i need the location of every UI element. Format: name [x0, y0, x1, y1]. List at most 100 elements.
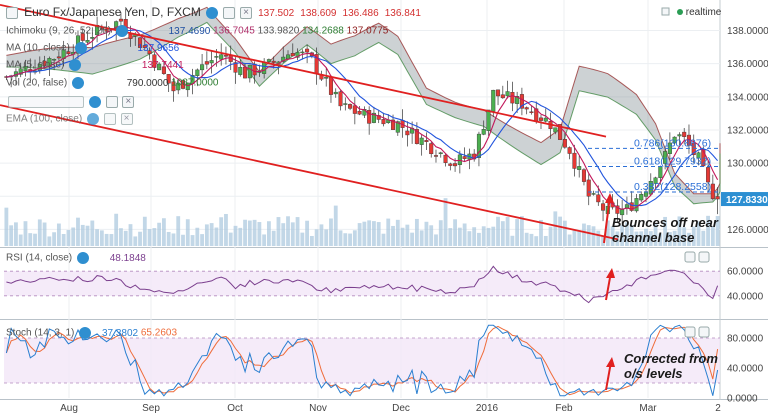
close-icon[interactable]: ×: [120, 113, 133, 125]
close-icon[interactable]: ×: [240, 7, 253, 20]
candle-up: [653, 177, 658, 184]
volume-bar: [138, 231, 142, 246]
candle-up: [281, 56, 286, 62]
bounce-arrow-shaft: [603, 195, 611, 244]
vol-legend[interactable]: Vol (20, false) 790.0000 1087.0000: [6, 77, 219, 89]
candle-up: [648, 181, 653, 195]
volume-bar: [610, 226, 615, 246]
volume-bar: [185, 219, 190, 246]
volume-bar: [472, 227, 477, 246]
candle-down: [710, 183, 715, 199]
eye-icon[interactable]: [88, 96, 101, 108]
time-axis-label: 2: [715, 403, 721, 414]
settings-icon[interactable]: [222, 7, 235, 20]
price-axis-label: 126.0000: [727, 225, 768, 236]
candle-down: [381, 119, 386, 125]
volume-bar: [663, 216, 668, 246]
ema-legend[interactable]: EMA (100, close) ×: [6, 113, 133, 125]
volume-bar: [510, 235, 515, 246]
eye-icon[interactable]: [74, 42, 87, 54]
settings-icon[interactable]: [103, 113, 116, 125]
volume-bar: [95, 229, 99, 246]
candle-up: [195, 69, 200, 76]
candle-down: [567, 147, 572, 154]
rsi-label: RSI (14, close): [6, 252, 73, 264]
candle-up: [157, 63, 162, 71]
volume-bar: [457, 227, 462, 246]
volume-bar: [562, 220, 567, 246]
stoch-k-value: 37.3802: [101, 327, 139, 339]
volume-bar: [381, 233, 386, 246]
time-axis-label: 2016: [476, 403, 499, 414]
candle-down: [715, 196, 720, 200]
volume-bar: [410, 232, 415, 246]
rsi-line: [6, 265, 719, 304]
fib-level-label: 0.618(129.7932): [634, 156, 711, 168]
volume-bar: [47, 236, 52, 246]
volume-bar: [696, 221, 701, 246]
candle-down: [166, 74, 171, 84]
eye-icon[interactable]: [86, 113, 99, 125]
ohlc-close: 136.841: [384, 8, 421, 19]
candle-down: [152, 54, 157, 68]
candle-up: [85, 40, 90, 43]
candle-down: [99, 28, 104, 30]
candle-down: [586, 179, 591, 197]
volume-bar: [677, 216, 682, 246]
price-axis-label: 134.0000: [727, 92, 768, 103]
volume-bar: [243, 219, 247, 246]
ma-legend[interactable]: MA (10, close) 137.9656: [6, 42, 179, 54]
candle-down: [629, 202, 634, 211]
collapse-toggle-button[interactable]: [6, 7, 18, 20]
vol-settings-field[interactable]: [8, 96, 84, 108]
candle-up: [90, 37, 95, 39]
volume-bar: [271, 230, 276, 246]
volume-bar: [405, 224, 410, 246]
ichimoku-span-a-line: [6, 21, 721, 205]
volume-bar: [238, 227, 243, 246]
volume-bar: [400, 227, 405, 246]
volume-bar: [691, 226, 696, 246]
ichimoku-legend[interactable]: Ichimoku (9, 26, 52, 26) 137.4690 136.70…: [6, 25, 388, 37]
bounce-annotation: Bounces off near channel base: [612, 215, 718, 245]
ohlc-low: 136.486: [342, 8, 379, 19]
settings-icon[interactable]: [105, 96, 118, 108]
candle-down: [562, 139, 567, 148]
candle-down: [352, 105, 357, 114]
eye-icon[interactable]: [115, 25, 128, 37]
volume-bar: [596, 230, 601, 246]
stoch-legend[interactable]: Stoch (14, 3, 1) 37.3802 65.2603: [6, 327, 177, 339]
eye-icon[interactable]: [69, 59, 82, 71]
candle-up: [577, 166, 582, 170]
ma2-legend[interactable]: MA (5, close) 137.7441: [6, 59, 184, 71]
volume-bar: [114, 213, 119, 246]
pane-settings-icon: [684, 326, 696, 338]
volume-bar: [300, 232, 305, 246]
candle-down: [615, 205, 620, 214]
candle-up: [238, 67, 243, 75]
candle-down: [510, 92, 515, 104]
eye-icon[interactable]: [76, 252, 89, 264]
rsi-legend[interactable]: RSI (14, close) 48.1848: [6, 252, 146, 264]
last-price-badge: [721, 192, 768, 207]
volume-bar: [204, 224, 209, 246]
candle-up: [185, 82, 190, 91]
candle-up: [371, 112, 376, 123]
candle-up: [486, 109, 491, 131]
symbol-title[interactable]: Euro Fx/Japanese Yen, D, FXCM: [24, 5, 201, 19]
time-axis-label: Nov: [309, 403, 327, 414]
volume-bar: [133, 236, 138, 246]
eye-icon[interactable]: [79, 327, 92, 339]
volume-bar: [9, 225, 14, 246]
close-icon[interactable]: ×: [122, 96, 135, 108]
candle-down: [305, 48, 310, 53]
ichimoku-cloud: [6, 7, 720, 204]
eye-icon[interactable]: [205, 7, 218, 20]
volume-bar: [252, 219, 257, 246]
ichimoku-value-2: 136.7045: [213, 25, 255, 37]
eye-icon[interactable]: [71, 77, 84, 89]
candle-up: [491, 89, 496, 112]
volume-bar: [161, 218, 166, 246]
rsi-axis-label: 40.0000: [727, 291, 764, 302]
